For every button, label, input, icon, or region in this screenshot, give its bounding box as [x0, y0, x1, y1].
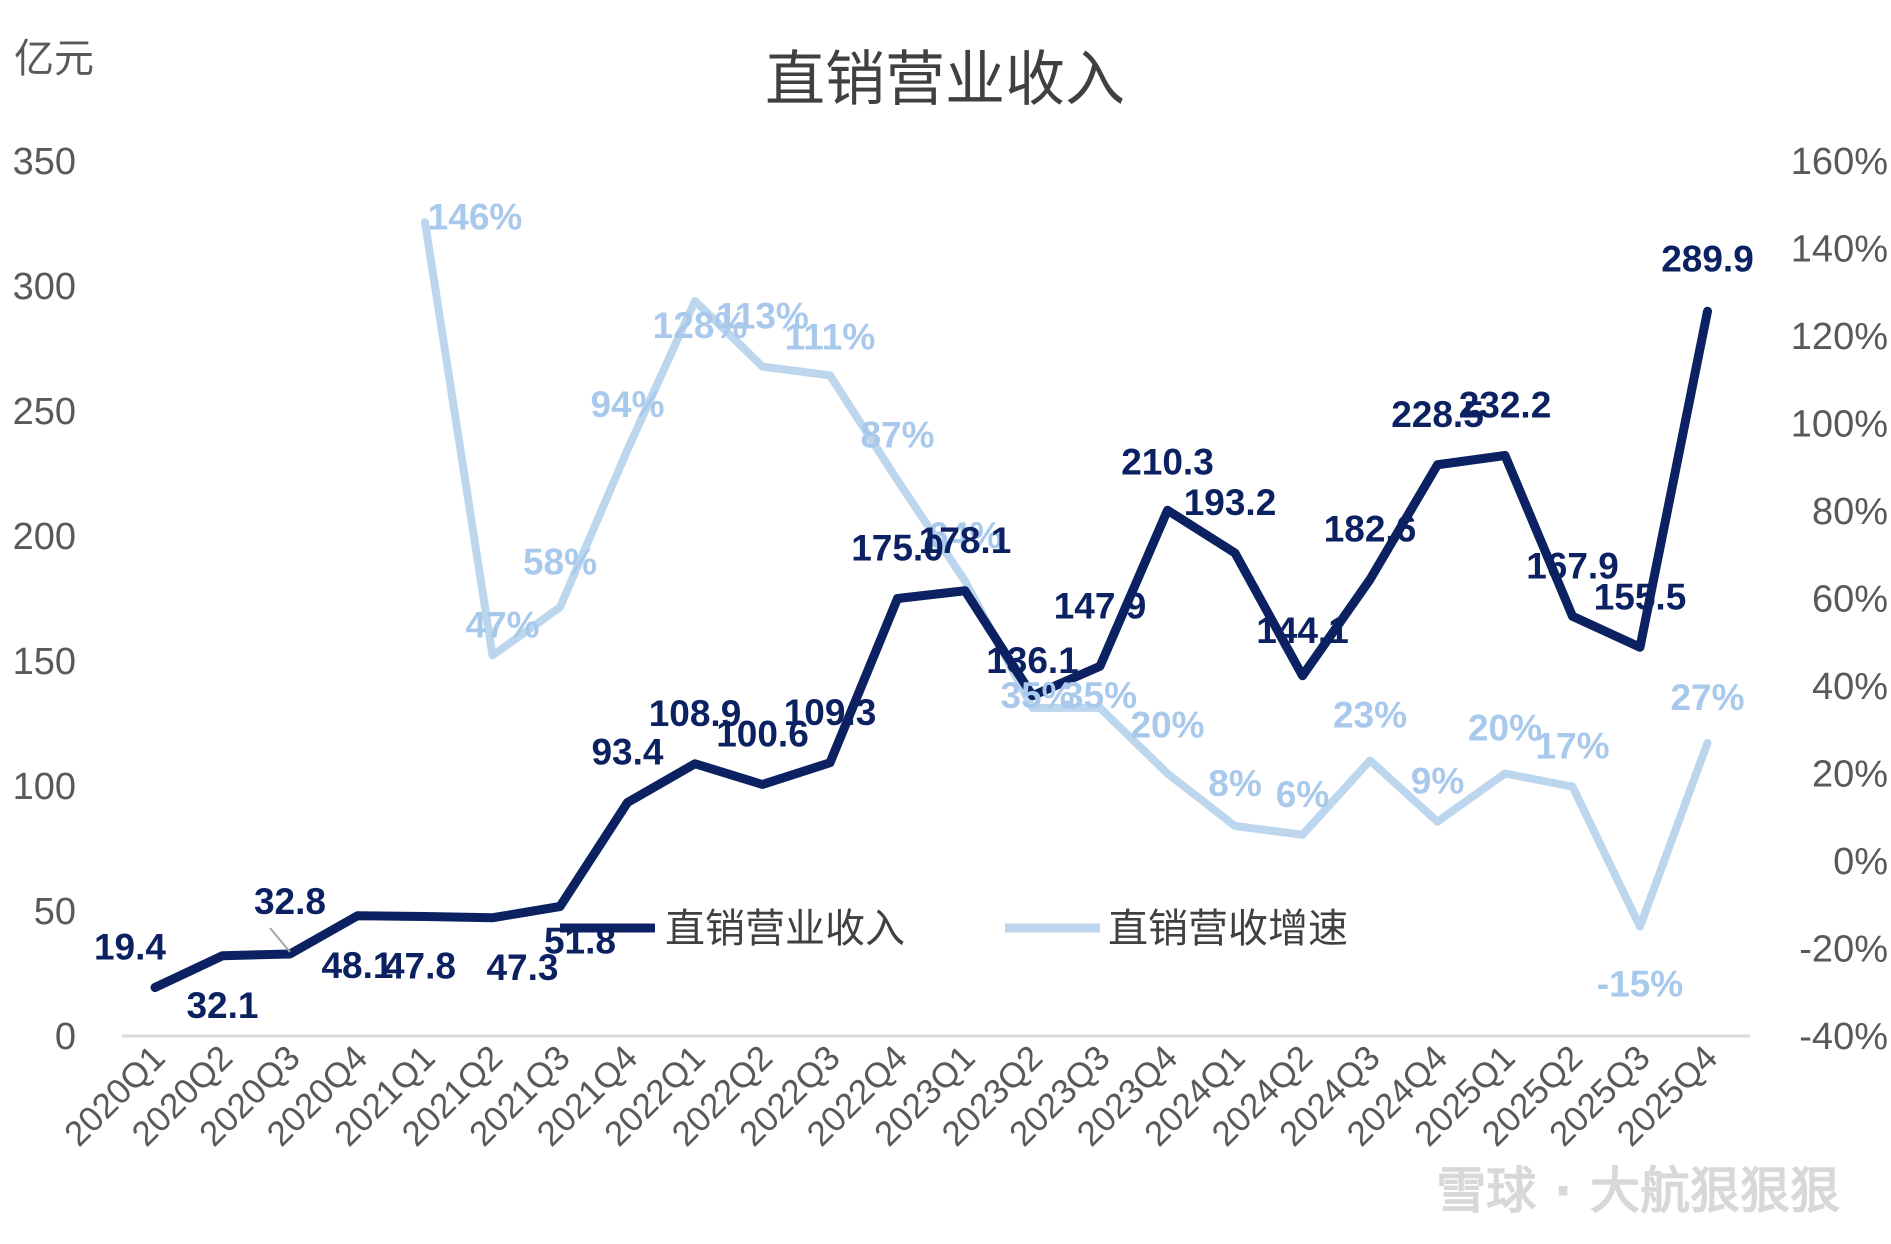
data-label-revenue: 32.1: [186, 985, 258, 1026]
data-label-revenue: 109.3: [784, 692, 877, 733]
data-label-growth: 6%: [1276, 774, 1329, 815]
data-label-revenue: 47.8: [384, 946, 456, 987]
data-label-revenue: 147.9: [1054, 585, 1147, 626]
right-tick-label: 40%: [1812, 666, 1888, 708]
data-label-growth: 87%: [860, 414, 934, 455]
data-label-revenue: 108.9: [649, 693, 742, 734]
left-tick-label: 200: [13, 516, 76, 558]
chart-title: 直销营业收入: [765, 45, 1125, 115]
data-label-revenue: 100.6: [716, 714, 809, 755]
left-axis-ticks: 0 50 100 150 200 250 300 350: [13, 141, 76, 1058]
data-label-growth: 128%: [653, 305, 748, 346]
data-label-growth: 23%: [1333, 694, 1407, 735]
right-tick-label: 100%: [1791, 404, 1888, 446]
right-tick-label: 140%: [1791, 229, 1888, 271]
right-tick-label: 20%: [1812, 754, 1888, 796]
left-tick-label: 150: [13, 641, 76, 683]
y-axis-unit: 亿元: [14, 36, 94, 82]
watermark-text: 雪球 · 大航狠狠狠: [1436, 1162, 1840, 1220]
data-label-revenue: 210.3: [1121, 441, 1214, 482]
data-label-revenue: 232.2: [1459, 385, 1552, 426]
data-label-revenue: 48.1: [321, 945, 393, 986]
right-tick-label: 120%: [1791, 316, 1888, 358]
data-label-growth: 111%: [785, 316, 876, 357]
legend: 直销营业收入 直销营收增速: [560, 906, 1348, 952]
data-label-revenue: 182.6: [1324, 509, 1417, 550]
data-label-revenue: 228.5: [1391, 394, 1484, 435]
series-line-revenue: [150, 306, 1712, 992]
left-tick-label: 100: [13, 766, 76, 808]
data-label-growth: 20%: [1468, 708, 1542, 749]
left-tick-label: 250: [13, 391, 76, 433]
data-label-growth: 35%: [1000, 675, 1074, 716]
right-axis-ticks: -40% -20% 0% 20% 40% 60% 80% 100% 120% 140% 160%: [1791, 141, 1888, 1058]
data-label-growth: 47%: [465, 604, 539, 645]
data-label-revenue: 19.4: [94, 927, 166, 968]
data-label-revenue: 155.5: [1594, 576, 1687, 617]
data-label-growth: 113%: [716, 296, 809, 337]
data-label-growth: 9%: [1411, 761, 1464, 802]
right-tick-label: 0%: [1833, 841, 1888, 883]
left-tick-label: 350: [13, 141, 76, 183]
data-label-growth: 35%: [1063, 675, 1137, 716]
data-label-growth: 64%: [928, 515, 1002, 556]
data-label-growth: 8%: [1208, 763, 1261, 804]
data-label-growth: 146%: [428, 196, 523, 237]
data-label-revenue: 175.0: [851, 528, 944, 569]
right-tick-label: -40%: [1799, 1016, 1888, 1058]
right-tick-label: 80%: [1812, 491, 1888, 533]
data-label-growth: 17%: [1535, 726, 1609, 767]
series-layer: 146%47%58%94%128%113%111%87%64%35%35%20%…: [94, 196, 1754, 1026]
left-tick-label: 50: [34, 891, 76, 933]
data-label-revenue: 136.1: [986, 640, 1079, 681]
data-label-growth: 58%: [523, 541, 597, 582]
label-leader-line: [269, 927, 291, 953]
right-tick-label: 160%: [1791, 141, 1888, 183]
data-label-revenue: 144.1: [1256, 610, 1349, 651]
data-label-growth: -15%: [1597, 964, 1683, 1005]
data-label-revenue: 93.4: [591, 732, 663, 773]
legend-label-growth: 直销营收增速: [1108, 906, 1348, 952]
right-tick-label: 60%: [1812, 579, 1888, 621]
right-tick-label: -20%: [1799, 929, 1888, 971]
legend-label-revenue: 直销营业收入: [665, 906, 905, 952]
data-label-growth: 20%: [1130, 705, 1204, 746]
series-line-growth: [421, 218, 1712, 931]
data-label-revenue: 289.9: [1661, 238, 1754, 279]
data-label-revenue: 32.8: [254, 881, 326, 922]
data-label-growth: 27%: [1670, 677, 1744, 718]
data-label-revenue: 47.3: [486, 947, 558, 988]
data-label-revenue: 193.2: [1184, 482, 1277, 523]
data-label-growth: 94%: [590, 384, 664, 425]
data-label-revenue: 167.9: [1526, 545, 1619, 586]
data-label-revenue: 178.1: [919, 520, 1012, 561]
left-tick-label: 0: [55, 1016, 76, 1058]
left-tick-label: 300: [13, 266, 76, 308]
x-axis-ticks: 2020Q12020Q22020Q32020Q42021Q12021Q22021…: [57, 1038, 1725, 1154]
